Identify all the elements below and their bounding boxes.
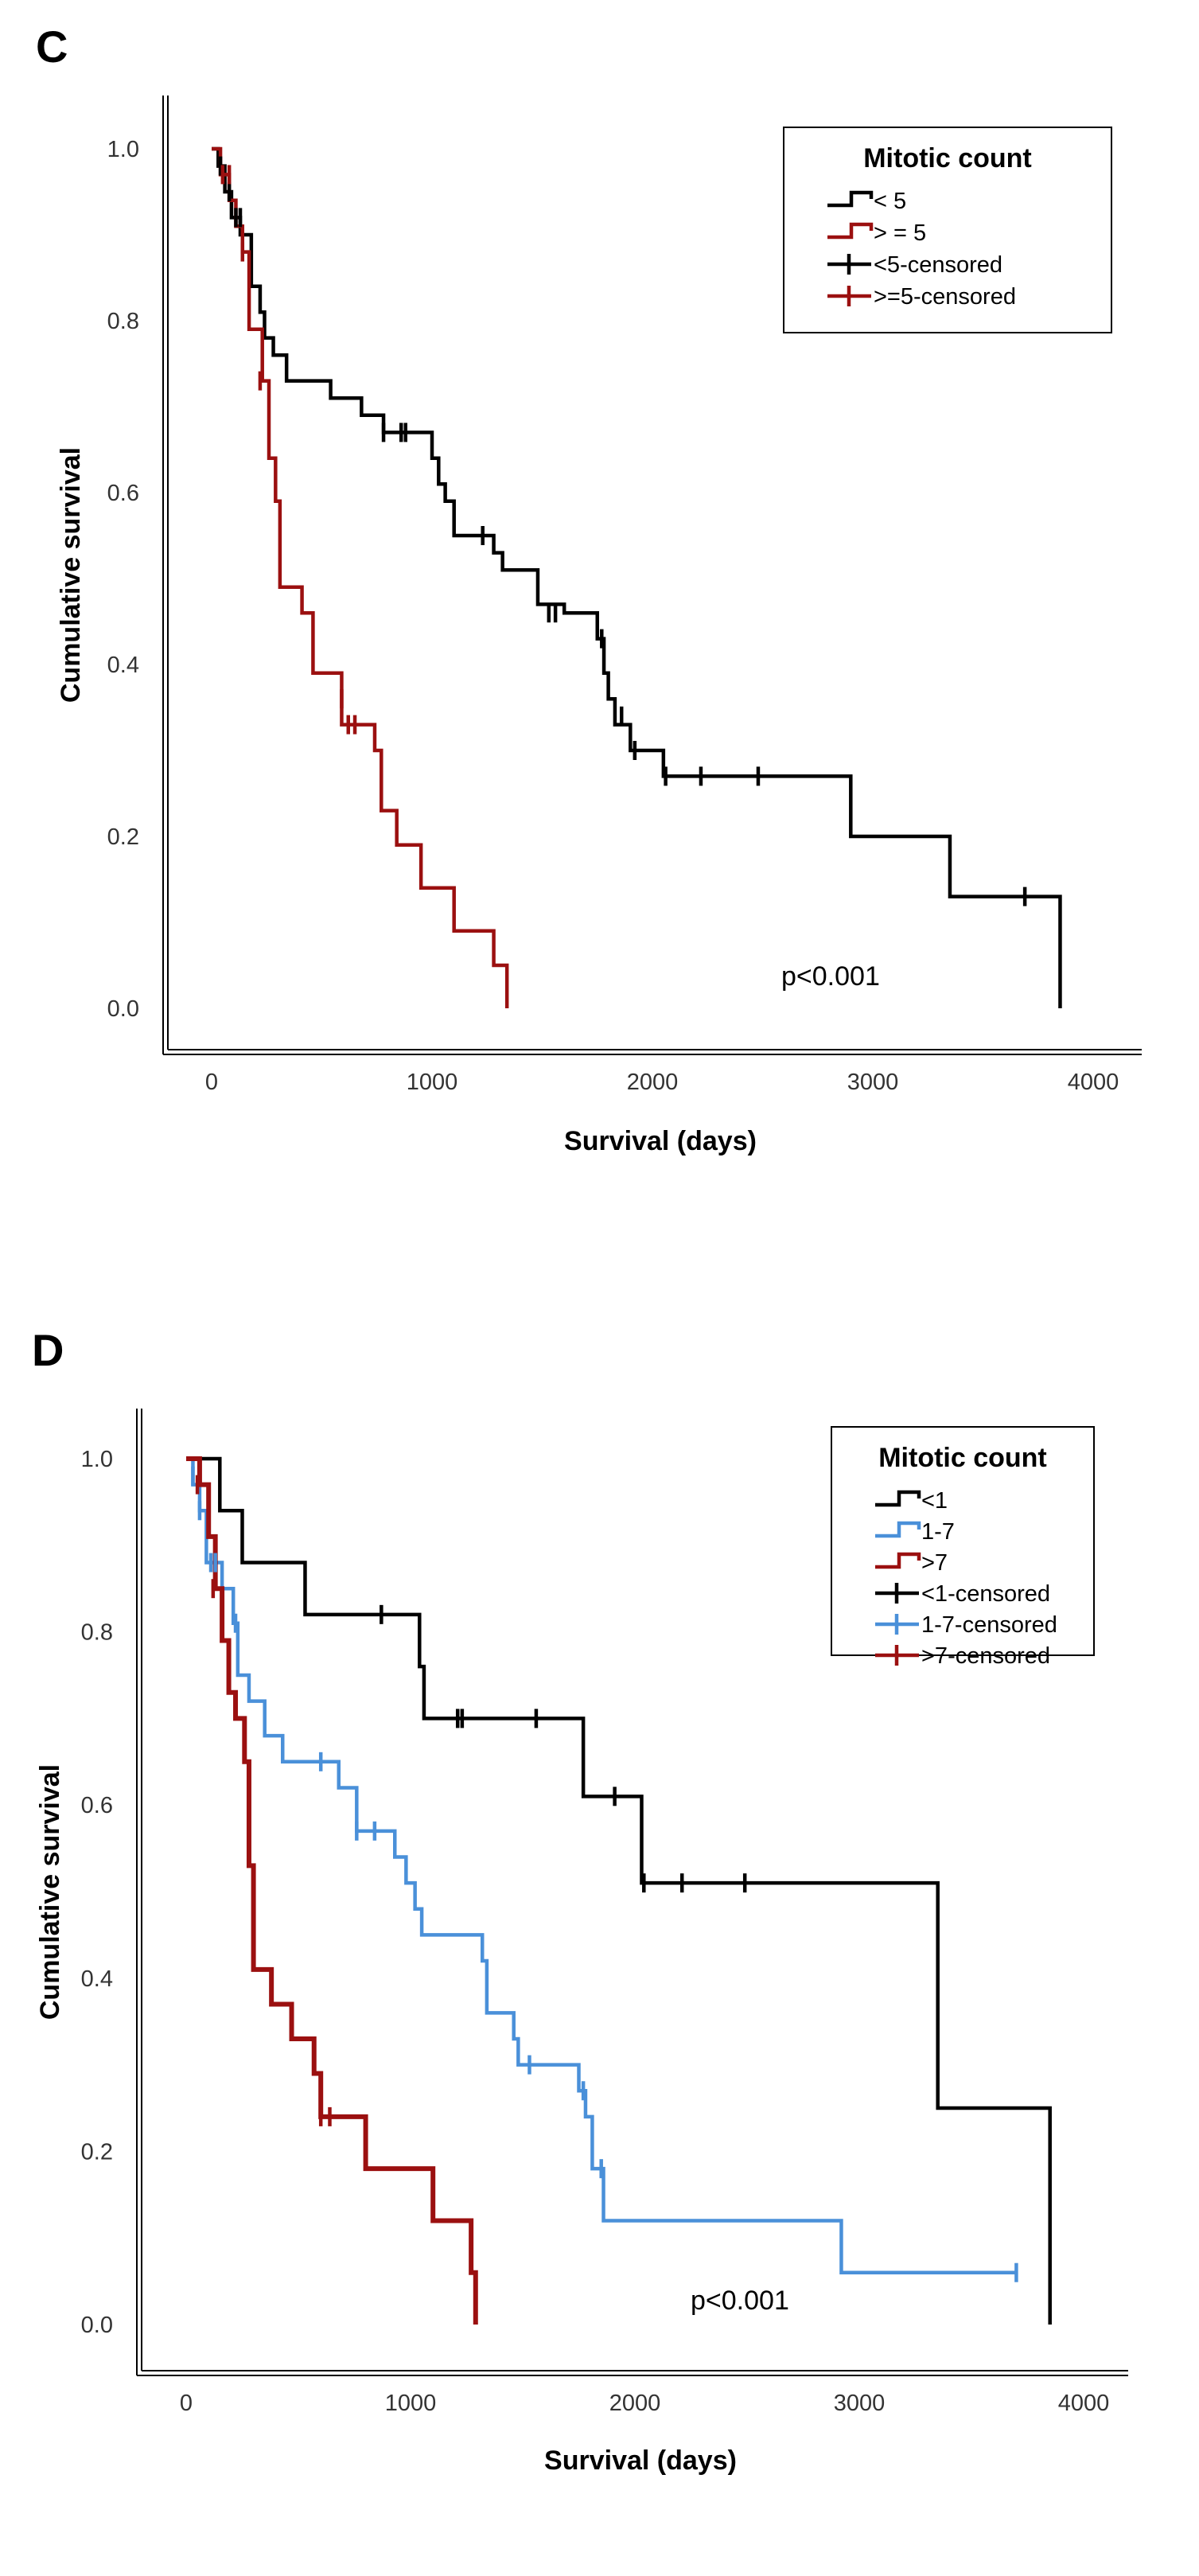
y-tick-label: 1.0: [107, 137, 139, 162]
x-axis-title: Survival (days): [544, 2445, 737, 2476]
legend-swatch: [827, 222, 874, 240]
y-tick-label: 0.8: [107, 309, 139, 334]
legend-label: <1-censored: [921, 1581, 1050, 1607]
y-tick-label: 0.0: [81, 2313, 113, 2338]
legend-label: <1: [921, 1488, 948, 1514]
legend-item: > = 5: [827, 220, 926, 246]
x-tick-label: 4000: [1058, 2391, 1110, 2416]
legend-item: 1-7: [875, 1519, 955, 1545]
legend-title: Mitotic count: [878, 1443, 1047, 1473]
p-value-annotation: p<0.001: [691, 2286, 789, 2316]
legend-item: <5-censored: [827, 252, 1002, 278]
censor-marks-2: [195, 1475, 332, 2126]
y-axis-title: Cumulative survival: [56, 447, 86, 703]
legend-item: >=5-censored: [827, 284, 1016, 310]
axis-frame: [162, 95, 1142, 1055]
y-tick-label: 1.0: [81, 1447, 113, 1472]
legend-label: < 5: [874, 189, 906, 214]
y-tick-label: 0.0: [107, 996, 139, 1022]
legend: Mitotic count < 5 > = 5 <5-censored >=5-cens…: [783, 127, 1112, 333]
x-tick-label: 2000: [609, 2391, 661, 2416]
y-tick-label: 0.6: [81, 1793, 113, 1818]
x-tick-label: 3000: [847, 1070, 899, 1095]
p-value-annotation: p<0.001: [781, 961, 880, 992]
legend-item: < 5: [827, 189, 906, 214]
x-tick-label: 3000: [834, 2391, 886, 2416]
series-line-1: [212, 146, 509, 1008]
chart-panel-d: D 0.0 0.2 0.4 0.6 0.8 1.0 0 1000 2000 3000 4000 Surv…: [32, 1325, 1128, 2476]
x-tick-label: 4000: [1068, 1070, 1119, 1095]
y-tick-label: 0.8: [81, 1620, 113, 1646]
censor-marks-0: [218, 156, 1027, 906]
chart-panel-c: C 0.0 0.2 0.4 0.6 0.8 1.0 0 1000 2000 3000 4000 Surv…: [36, 21, 1142, 1156]
legend-label: >7-censored: [921, 1643, 1050, 1669]
legend-item: 1-7-censored: [875, 1612, 1057, 1638]
y-tick-label: 0.4: [81, 1966, 113, 1992]
x-tick-label: 0: [180, 2391, 193, 2416]
legend-item: <1: [875, 1488, 948, 1514]
legend-item: >7-censored: [875, 1643, 1050, 1669]
y-axis-title: Cumulative survival: [35, 1764, 65, 2020]
y-tick-label: 0.6: [107, 481, 139, 506]
legend: Mitotic count <1 1-7 >7 <1-censored 1-7-censo…: [831, 1426, 1095, 1669]
legend-box: [831, 1426, 1095, 1656]
legend-swatch: [875, 1552, 921, 1569]
legend-label: 1-7: [921, 1519, 955, 1545]
x-tick-label: 0: [205, 1070, 218, 1095]
y-tick-label: 0.4: [107, 653, 139, 678]
axis-frame: [136, 1409, 1128, 2376]
y-tick-label: 0.2: [107, 824, 139, 850]
legend-label: >=5-censored: [874, 284, 1016, 310]
x-tick-label: 1000: [407, 1070, 458, 1095]
legend-item: >7: [875, 1550, 948, 1576]
panel-label: C: [36, 21, 68, 72]
legend-label: 1-7-censored: [921, 1612, 1057, 1638]
censor-marks-1: [191, 1466, 1018, 2282]
legend-item: <1-censored: [875, 1581, 1050, 1607]
legend-box: [783, 127, 1112, 333]
censor-marks-0: [380, 1604, 747, 1893]
legend-label: > = 5: [874, 220, 926, 246]
y-tick-label: 0.2: [81, 2139, 113, 2165]
x-tick-label: 2000: [627, 1070, 679, 1095]
legend-swatch: [875, 1490, 921, 1507]
x-axis-title: Survival (days): [564, 1126, 757, 1156]
legend-title: Mitotic count: [863, 143, 1032, 173]
legend-swatch: [827, 190, 874, 208]
legend-label: >7: [921, 1550, 948, 1576]
legend-swatch: [875, 1521, 921, 1538]
panel-label: D: [32, 1325, 64, 1375]
legend-label: <5-censored: [874, 252, 1002, 278]
series-line-0: [186, 1456, 1052, 2325]
censor-marks-1: [220, 165, 357, 735]
x-tick-label: 1000: [385, 2391, 437, 2416]
